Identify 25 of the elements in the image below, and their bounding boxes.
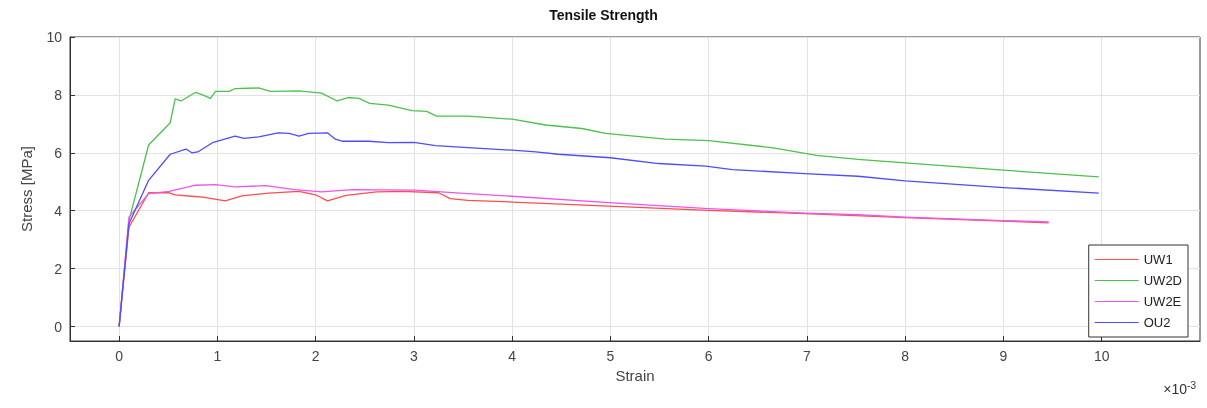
legend-label: UW1 <box>1143 252 1173 267</box>
y-tick-label: 8 <box>54 86 63 103</box>
legend-label: OU2 <box>1143 315 1171 330</box>
x-tick-label: 1 <box>213 348 222 364</box>
x-tick-label: 4 <box>508 348 517 364</box>
x-tick-label: 3 <box>410 348 419 364</box>
x-tick-label: 5 <box>606 348 615 364</box>
x-tick-label: 10 <box>1093 348 1110 364</box>
x-tick-label: 7 <box>803 348 812 364</box>
y-tick-label: 4 <box>54 202 63 219</box>
x-tick-label: 8 <box>901 348 910 364</box>
y-tick-label: 2 <box>54 260 63 277</box>
x-axis-title: Strain <box>615 366 655 384</box>
legend-label: UW2E <box>1143 294 1182 309</box>
y-tick-label: 6 <box>54 144 63 161</box>
chart-title: Tensile Strength <box>549 7 658 23</box>
y-tick-label: 0 <box>54 318 63 335</box>
x-tick-label: 9 <box>999 348 1008 364</box>
line-series <box>118 132 1100 328</box>
x-tick-label: 6 <box>704 348 713 364</box>
y-tick-label: 10 <box>46 29 63 45</box>
x-tick-label: 2 <box>311 348 320 364</box>
legend-label: UW2D <box>1143 273 1182 288</box>
x-tick-label: 0 <box>115 348 124 364</box>
y-axis-title: Stress [MPa] <box>18 146 35 232</box>
